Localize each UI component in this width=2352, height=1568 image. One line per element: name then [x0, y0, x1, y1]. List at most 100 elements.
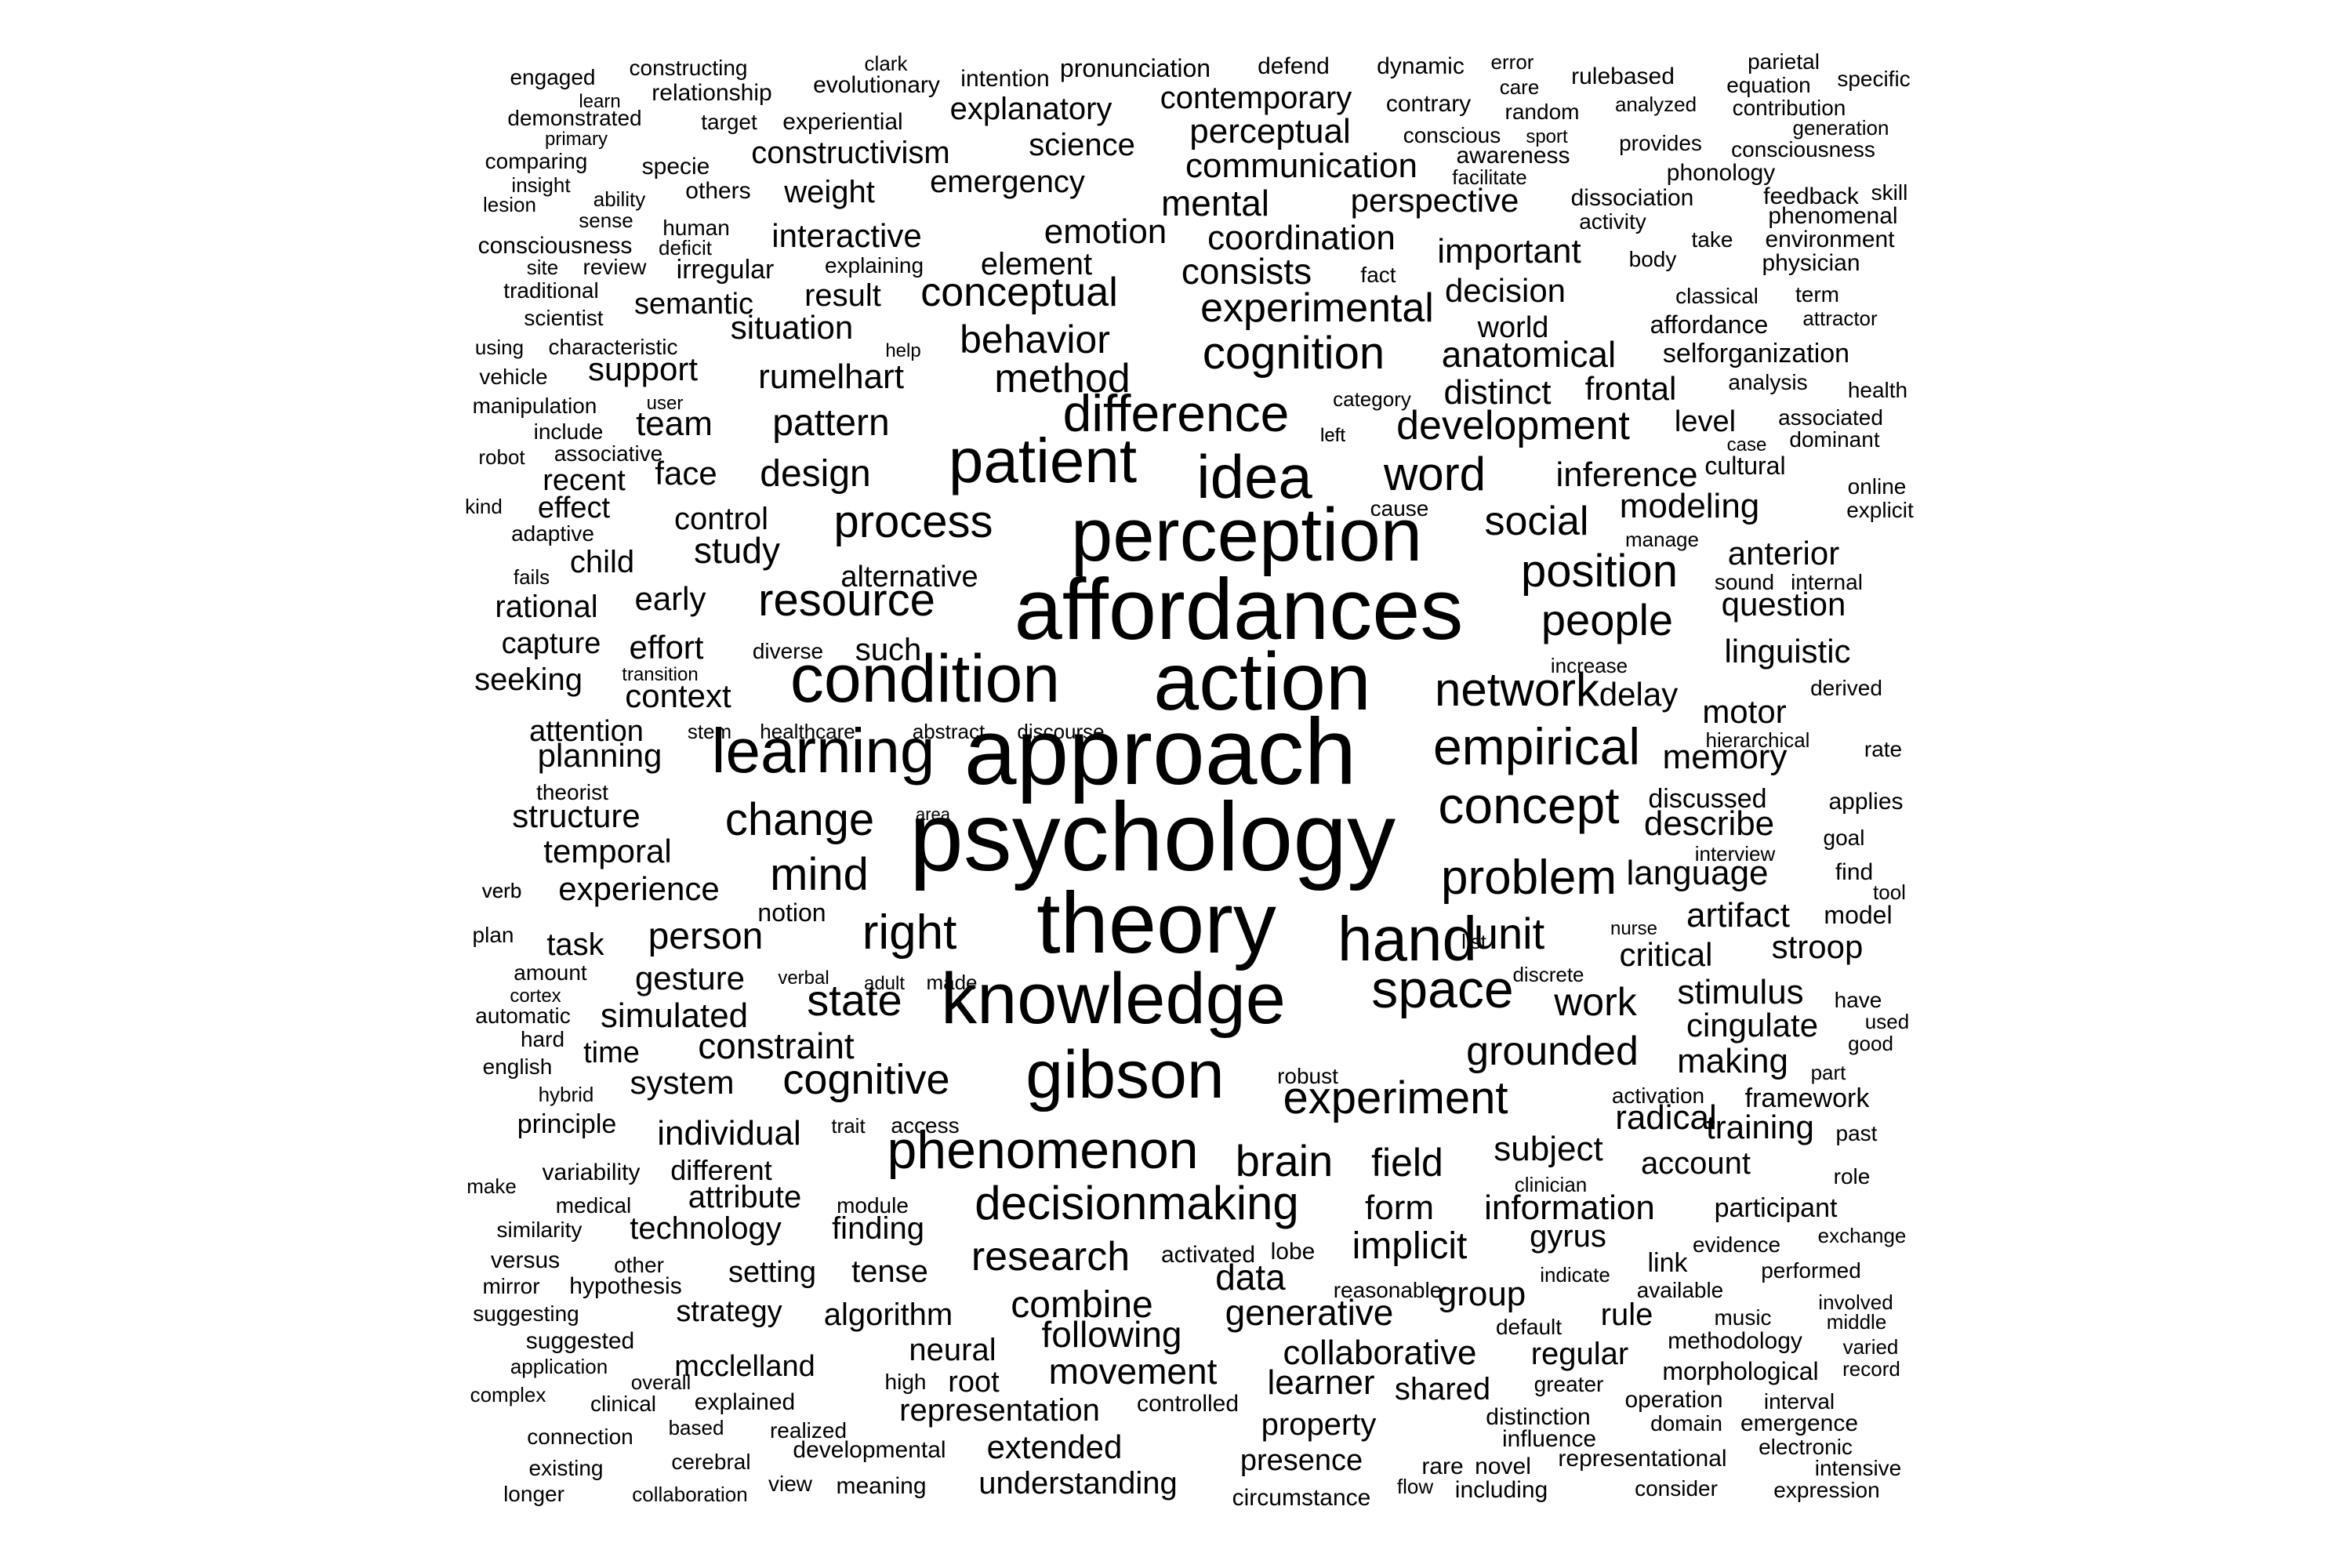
- word-category: category: [1333, 387, 1411, 411]
- word-training: training: [1706, 1109, 1814, 1145]
- word-time: time: [583, 1036, 640, 1069]
- word-sound: sound: [1715, 570, 1774, 594]
- word-field: field: [1371, 1141, 1443, 1185]
- word-explanatory: explanatory: [950, 92, 1112, 126]
- word-specific: specific: [1837, 67, 1910, 91]
- word-suggested: suggested: [526, 1328, 634, 1354]
- word-human: human: [662, 216, 730, 240]
- word-attractor: attractor: [1802, 307, 1878, 330]
- word-distinction: distinction: [1486, 1404, 1590, 1430]
- word-clark: clark: [865, 52, 909, 75]
- word-circumstance: circumstance: [1232, 1485, 1371, 1511]
- word-left: left: [1320, 425, 1345, 446]
- word-online: online: [1848, 474, 1907, 499]
- word-lobe: lobe: [1271, 1239, 1316, 1265]
- word-stimulus: stimulus: [1677, 973, 1803, 1011]
- word-body: body: [1629, 247, 1677, 271]
- word-deficit: deficit: [659, 236, 713, 260]
- word-development: development: [1396, 403, 1630, 448]
- word-element: element: [981, 247, 1092, 281]
- word-unit: unit: [1474, 909, 1545, 958]
- word-methodology: methodology: [1668, 1328, 1802, 1354]
- word-effect: effect: [538, 492, 611, 524]
- word-constructing: constructing: [630, 56, 748, 80]
- word-strategy: strategy: [676, 1295, 782, 1328]
- word-facilitate: facilitate: [1452, 165, 1526, 189]
- word-versus: versus: [491, 1247, 560, 1273]
- word-perceptual: perceptual: [1189, 112, 1350, 151]
- word-evolutionary: evolutionary: [813, 72, 940, 98]
- word-past: past: [1836, 1121, 1878, 1145]
- word-difference: difference: [1063, 384, 1290, 442]
- word-research: research: [971, 1234, 1130, 1279]
- word-phenomenon: phenomenon: [887, 1120, 1198, 1180]
- word-dominant: dominant: [1789, 427, 1879, 452]
- word-following: following: [1042, 1314, 1182, 1355]
- word-experience: experience: [558, 870, 719, 907]
- word-inference: inference: [1555, 456, 1697, 494]
- word-state: state: [807, 975, 902, 1025]
- word-emotion: emotion: [1044, 212, 1167, 251]
- word-electronic: electronic: [1759, 1435, 1853, 1459]
- word-made: made: [926, 971, 977, 994]
- word-important: important: [1437, 232, 1581, 270]
- word-interactive: interactive: [771, 217, 921, 254]
- word-goal: goal: [1824, 826, 1865, 850]
- word-stroop: stroop: [1772, 928, 1864, 965]
- word-others: others: [685, 178, 750, 204]
- word-individual: individual: [657, 1114, 800, 1152]
- word-role: role: [1834, 1164, 1871, 1189]
- word-semantic: semantic: [634, 288, 753, 321]
- word-seeking: seeking: [474, 662, 583, 697]
- word-model: model: [1824, 901, 1892, 929]
- word-artifact: artifact: [1686, 896, 1790, 935]
- word-brain: brain: [1236, 1136, 1334, 1185]
- word-analysis: analysis: [1728, 370, 1807, 394]
- word-ability: ability: [593, 187, 645, 211]
- word-right: right: [862, 906, 957, 960]
- word-automatic: automatic: [475, 1004, 570, 1028]
- word-traditional: traditional: [503, 278, 598, 303]
- word-consider: consider: [1635, 1476, 1718, 1501]
- word-linguistic: linguistic: [1724, 633, 1850, 670]
- word-control: control: [674, 502, 768, 536]
- word-hand: hand: [1338, 904, 1477, 974]
- word-application: application: [510, 1355, 608, 1378]
- word-contemporary: contemporary: [1160, 81, 1352, 115]
- word-subject: subject: [1494, 1130, 1602, 1168]
- word-result: result: [804, 278, 881, 313]
- word-property: property: [1261, 1407, 1377, 1442]
- word-learning: learning: [712, 716, 935, 786]
- word-module: module: [837, 1193, 909, 1218]
- word-perspective: perspective: [1351, 182, 1519, 219]
- word-demonstrated: demonstrated: [507, 106, 641, 130]
- word-user: user: [647, 393, 684, 414]
- word-trait: trait: [831, 1114, 866, 1138]
- word-theory: theory: [1036, 875, 1276, 971]
- word-person: person: [648, 916, 764, 957]
- word-defend: defend: [1258, 53, 1330, 79]
- word-information: information: [1484, 1189, 1655, 1227]
- word-associated: associated: [1778, 405, 1883, 430]
- word-regular: regular: [1531, 1337, 1629, 1371]
- word-diverse: diverse: [753, 639, 823, 663]
- word-representational: representational: [1558, 1446, 1726, 1472]
- word-evidence: evidence: [1693, 1232, 1780, 1257]
- word-performed: performed: [1761, 1258, 1861, 1283]
- word-rumelhart: rumelhart: [758, 358, 904, 396]
- word-influence: influence: [1502, 1426, 1596, 1452]
- word-emergence: emergence: [1740, 1410, 1858, 1436]
- word-mind: mind: [770, 849, 869, 900]
- word-constraint: constraint: [698, 1025, 855, 1066]
- word-scientist: scientist: [524, 306, 603, 330]
- word-gibson: gibson: [1025, 1037, 1224, 1112]
- word-novel: novel: [1475, 1454, 1531, 1479]
- word-combine: combine: [1011, 1284, 1152, 1326]
- word-planning: planning: [538, 737, 662, 774]
- word-middle: middle: [1827, 1310, 1887, 1334]
- word-collaborative: collaborative: [1283, 1334, 1476, 1372]
- word-skill: skill: [1871, 180, 1908, 205]
- word-manage: manage: [1625, 528, 1699, 551]
- word-coordination: coordination: [1207, 219, 1396, 257]
